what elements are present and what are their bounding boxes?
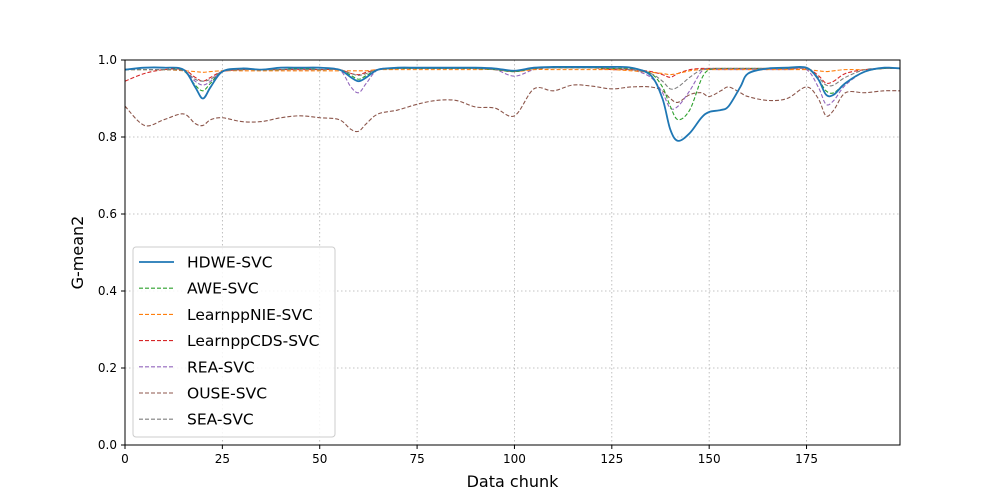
y-tick-label: 0.6 xyxy=(98,207,117,221)
x-tick-label: 100 xyxy=(503,452,526,466)
legend-label: LearnppNIE-SVC xyxy=(187,306,313,324)
series-line-ouse-svc xyxy=(124,84,901,133)
series-line-hdwe-svc xyxy=(124,65,901,142)
legend-box xyxy=(132,246,336,438)
x-tick-label: 150 xyxy=(698,452,721,466)
x-tick-label: 175 xyxy=(795,452,818,466)
legend-label: SEA-SVC xyxy=(187,411,254,429)
y-axis-label: G-mean2 xyxy=(68,216,87,290)
y-tick-label: 0.2 xyxy=(98,361,117,375)
legend-label: LearnppCDS-SVC xyxy=(187,332,319,350)
legend: HDWE-SVC AWE-SVC LearnppNIE-SVC LearnppCDS-… xyxy=(132,246,336,438)
x-tick-label: 0 xyxy=(121,452,129,466)
y-tick-label: 1.0 xyxy=(98,53,117,67)
plot-area-frame xyxy=(124,59,901,446)
legend-label: HDWE-SVC xyxy=(187,254,273,272)
legend-label: REA-SVC xyxy=(187,358,255,376)
series-line-rea-svc xyxy=(125,67,901,110)
x-axis-label: Data chunk xyxy=(467,472,560,491)
series-line-learnppnie-svc xyxy=(125,67,901,76)
series-lines xyxy=(124,65,901,142)
legend-label: OUSE-SVC xyxy=(187,385,267,403)
x-tick-label: 50 xyxy=(312,452,327,466)
x-tick-label: 75 xyxy=(409,452,424,466)
x-tick-label: 25 xyxy=(215,452,230,466)
y-tick-label: 0.8 xyxy=(98,130,117,144)
legend-label: AWE-SVC xyxy=(187,280,259,298)
axis-ticks: 0 25 50 75 100 125 150 175 0.0 0.2 0.4 0.6 0.8 1.0 xyxy=(98,53,818,466)
y-tick-label: 0.4 xyxy=(98,284,117,298)
y-tick-label: 0.0 xyxy=(98,438,117,452)
x-tick-label: 125 xyxy=(600,452,623,466)
